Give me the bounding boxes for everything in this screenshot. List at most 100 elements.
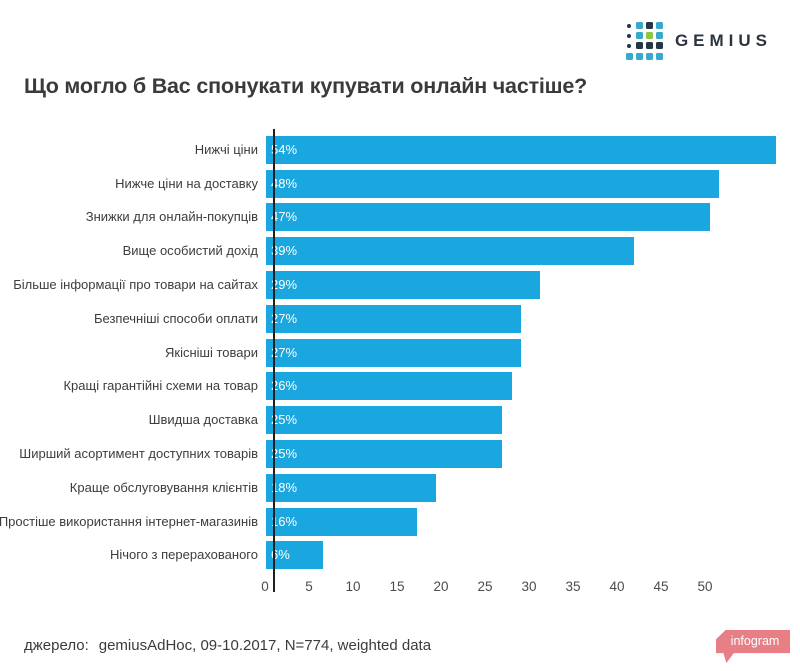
category-label: Швидша доставка xyxy=(24,412,266,428)
bar-row: Безпечніші способи оплати 27% xyxy=(24,302,776,336)
x-axis-tick: 5 xyxy=(305,579,313,594)
logo-dot xyxy=(655,53,663,60)
bar: 54% xyxy=(266,135,776,164)
bar-row: Краще обслуговування клієнтів 18% xyxy=(24,471,776,505)
source-note: джерело: gemiusAdHoc, 09-10.2017, N=774, … xyxy=(24,637,431,654)
logo-dot xyxy=(645,53,653,60)
bar-value-label: 29% xyxy=(271,277,298,293)
bar-track: 29% xyxy=(266,271,776,300)
x-axis-tick: 15 xyxy=(389,579,405,594)
bar-row: Кращі гарантійні схеми на товар 26% xyxy=(24,370,776,404)
category-label-text: Нічого з перерахованого xyxy=(109,547,258,563)
bar: 27% xyxy=(266,338,521,367)
category-label: Якісніші товари xyxy=(24,344,266,360)
logo-dot xyxy=(645,32,653,39)
category-label-text: Безпечніші способи оплати xyxy=(93,310,258,326)
x-axis-tick: 35 xyxy=(565,579,581,594)
logo-dot xyxy=(655,32,663,39)
logo-dot xyxy=(635,42,643,49)
bar: 39% xyxy=(266,237,635,266)
category-label-text: Більше інформації про товари на сайтах xyxy=(13,276,258,292)
bar-row: Швидша доставка 25% xyxy=(24,403,776,437)
bar: 47% xyxy=(266,203,710,232)
bar-value-label: 27% xyxy=(271,310,298,326)
bar-value-label: 25% xyxy=(271,412,298,428)
category-label-text: Нижче ціни на доставку xyxy=(115,175,258,191)
infogram-badge[interactable]: infogram xyxy=(716,630,790,663)
bar-row: Вище особистий дохід 39% xyxy=(24,234,776,268)
bar: 18% xyxy=(266,473,436,502)
x-axis-tick: 45 xyxy=(653,579,669,594)
gemius-logo-icon xyxy=(625,22,663,60)
bar-track: 39% xyxy=(266,237,776,266)
bar-track: 25% xyxy=(266,440,776,469)
logo-dot xyxy=(645,42,653,49)
bar-rows: Нижчі ціни 54% Нижче ціни на доставку 48% Зн… xyxy=(0,133,776,573)
category-label-text: Знижки для онлайн-покупців xyxy=(85,209,258,225)
bar-row: Нижчі ціни 54% xyxy=(24,133,776,167)
bar-value-label: 54% xyxy=(271,141,298,157)
gemius-logo: GEMIUS xyxy=(625,22,772,60)
logo-dot xyxy=(645,22,653,29)
x-axis-tick: 20 xyxy=(433,579,449,594)
bar-row: Нижче ціни на доставку 48% xyxy=(24,167,776,201)
bar-row: Більше інформації про товари на сайтах 29… xyxy=(13,268,776,302)
logo-dot xyxy=(635,53,643,60)
bar-track: 26% xyxy=(266,372,776,401)
category-label: Нижче ціни на доставку xyxy=(24,175,266,191)
bar-row: Ширший асортимент доступних товарів 25% xyxy=(19,437,776,471)
x-axis-tick: 50 xyxy=(697,579,713,594)
bar-value-label: 26% xyxy=(271,378,298,394)
logo-dot xyxy=(635,32,643,39)
bar-track: 47% xyxy=(266,203,776,232)
source-text: gemiusAdHoc, 09-10.2017, N=774, weighted… xyxy=(98,637,432,654)
category-label: Краще обслуговування клієнтів xyxy=(24,479,266,495)
bar-track: 27% xyxy=(266,338,776,367)
category-label-text: Кращі гарантійні схеми на товар xyxy=(63,378,258,394)
category-label: Більше інформації про товари на сайтах xyxy=(13,277,266,292)
y-axis-line xyxy=(273,129,275,592)
logo-dot xyxy=(625,53,633,60)
category-label-text: Нижчі ціни xyxy=(194,141,258,157)
bar-track: 27% xyxy=(266,304,776,333)
category-label-text: Краще обслуговування клієнтів xyxy=(69,479,258,495)
bar: 25% xyxy=(266,406,503,435)
bar: 25% xyxy=(266,440,503,469)
x-axis-tick: 10 xyxy=(345,579,361,594)
category-label-text: Простіше використання інтернет-магазинів xyxy=(0,513,258,529)
category-label: Знижки для онлайн-покупців xyxy=(24,209,266,225)
category-label: Ширший асортимент доступних товарів xyxy=(19,446,266,461)
category-label: Нижчі ціни xyxy=(24,141,266,157)
bar-row: Знижки для онлайн-покупців 47% xyxy=(24,201,776,235)
bar: 6% xyxy=(266,541,323,570)
bar-track: 25% xyxy=(266,406,776,435)
category-label-text: Вище особистий дохід xyxy=(122,243,258,259)
source-label: джерело: xyxy=(24,637,89,654)
category-label: Простіше використання інтернет-магазинів xyxy=(0,514,266,529)
x-axis-tick: 40 xyxy=(609,579,625,594)
bar-value-label: 6% xyxy=(271,547,290,563)
bar-value-label: 47% xyxy=(271,209,298,225)
category-label: Нічого з перерахованого xyxy=(24,547,266,563)
bar: 48% xyxy=(266,169,720,198)
gemius-wordmark: GEMIUS xyxy=(674,30,772,50)
bar: 16% xyxy=(266,507,418,536)
x-axis-tick: 0 xyxy=(261,579,269,594)
bar-row: Простіше використання інтернет-магазинів… xyxy=(0,505,776,539)
bar-value-label: 27% xyxy=(271,344,298,360)
logo-dot xyxy=(635,22,643,29)
category-label-text: Швидша доставка xyxy=(148,412,258,428)
bar-value-label: 39% xyxy=(271,243,298,259)
bar-track: 16% xyxy=(266,507,776,536)
bar-row: Нічого з перерахованого 6% xyxy=(24,539,776,573)
logo-dot xyxy=(627,43,632,48)
logo-dot xyxy=(655,22,663,29)
bar-row: Якісніші товари 27% xyxy=(24,336,776,370)
x-axis-tick: 30 xyxy=(521,579,537,594)
category-label: Безпечніші способи оплати xyxy=(24,310,266,326)
bar-track: 48% xyxy=(266,169,776,198)
bar-track: 6% xyxy=(266,541,776,570)
category-label-text: Якісніші товари xyxy=(165,344,258,360)
bar-track: 54% xyxy=(266,135,776,164)
